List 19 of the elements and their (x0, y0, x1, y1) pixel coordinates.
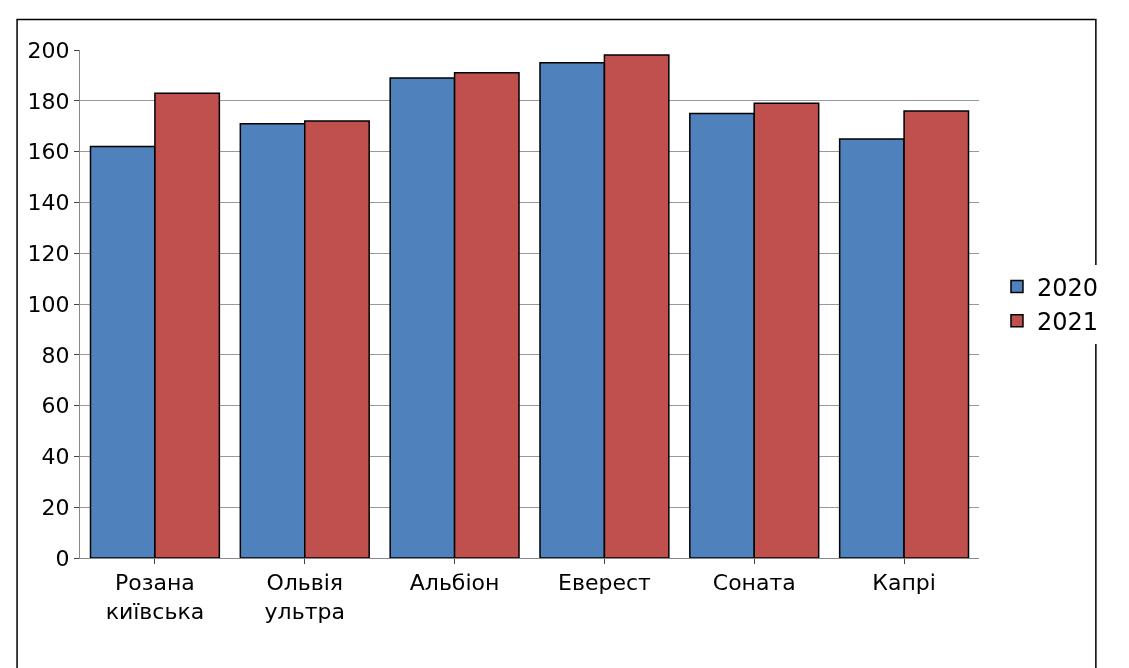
y-tick-label: 80 (41, 342, 70, 368)
y-tick-label: 180 (27, 88, 70, 114)
y-tick-label: 200 (27, 37, 70, 63)
x-tick-label: Розана київська (105, 570, 205, 624)
x-tick-label: Еверест (558, 570, 652, 596)
y-tick-label: 160 (27, 139, 70, 165)
y-tick-label: 140 (27, 190, 70, 216)
y-tick-label: 120 (27, 240, 70, 266)
y-tick-label: 0 (55, 545, 70, 571)
x-tick-label: Капрі (872, 570, 936, 596)
legend-label: 2020 (1036, 273, 1099, 302)
x-tick-label: Ольвія ультра (264, 570, 345, 624)
legend-label: 2021 (1036, 308, 1099, 337)
y-tick-label: 100 (27, 291, 70, 317)
y-tick-label: 20 (41, 494, 70, 520)
y-tick-label: 60 (41, 393, 70, 419)
y-tick-label: 40 (41, 444, 70, 470)
x-tick-label: Соната (712, 570, 796, 596)
x-tick-label: Альбіон (409, 570, 500, 596)
